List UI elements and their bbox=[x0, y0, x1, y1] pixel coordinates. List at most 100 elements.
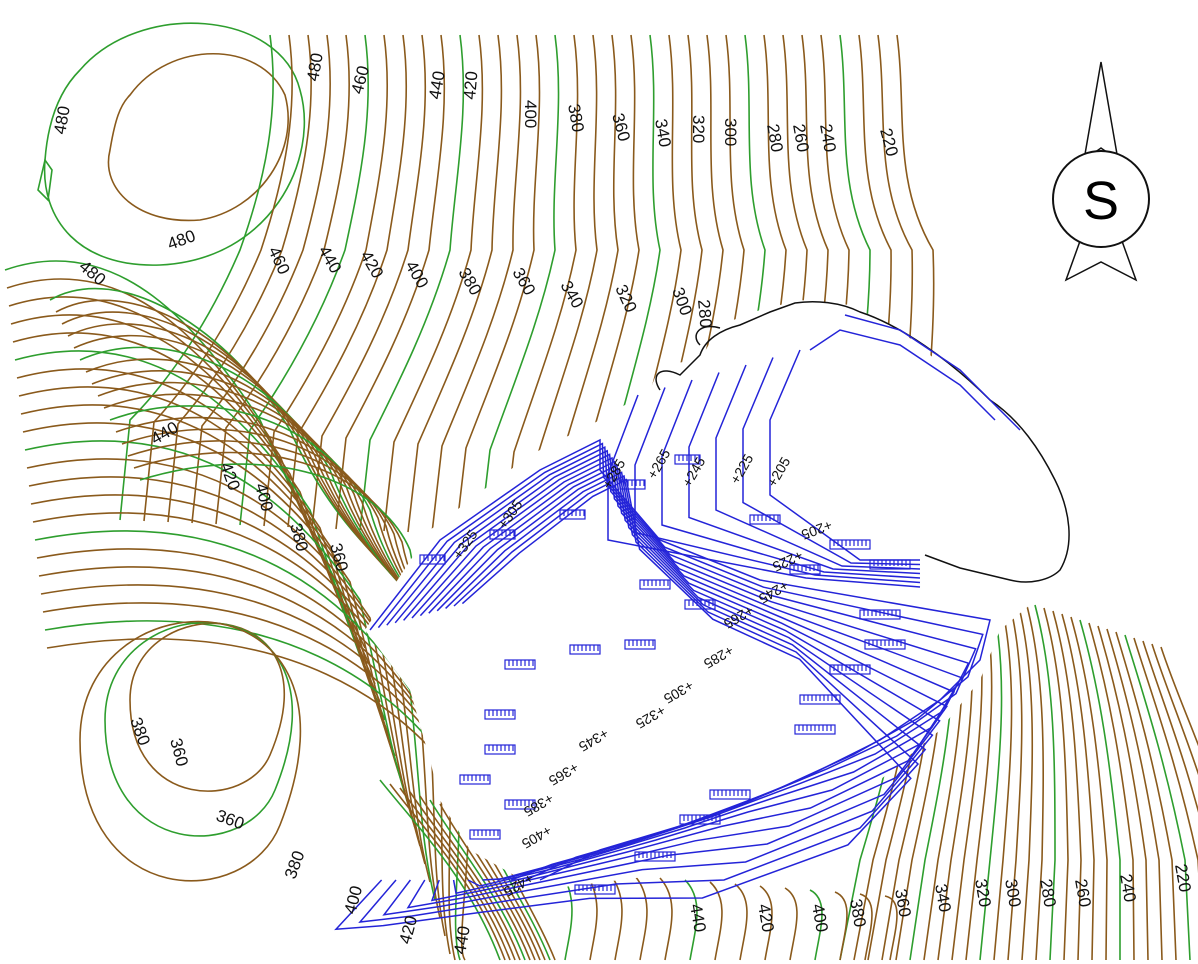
contour-label: 240 bbox=[1116, 872, 1140, 903]
contour-line bbox=[684, 879, 698, 961]
contour-line bbox=[167, 34, 312, 523]
contour-label: 220 bbox=[876, 126, 902, 158]
contour-label: 260 bbox=[789, 122, 813, 153]
ramp-hatch bbox=[864, 639, 906, 650]
contour-line bbox=[429, 799, 526, 961]
ramp-hatch bbox=[504, 799, 536, 810]
contour-label: 340 bbox=[557, 278, 588, 312]
contour-line bbox=[527, 34, 598, 538]
bench-line bbox=[386, 446, 977, 881]
compass-needle-top bbox=[1082, 61, 1120, 162]
bench-line bbox=[382, 471, 927, 916]
ramp-hatch bbox=[679, 814, 721, 825]
contour-line bbox=[1070, 616, 1108, 961]
contour-label: 440 bbox=[315, 243, 346, 277]
contour-line bbox=[431, 34, 522, 534]
ramp-hatch bbox=[569, 644, 601, 655]
contour-label: 400 bbox=[251, 481, 277, 513]
contour-line bbox=[1151, 643, 1198, 776]
contour-label: 360 bbox=[509, 265, 540, 299]
ramp-hatch bbox=[484, 709, 516, 720]
contour-line bbox=[1106, 628, 1163, 961]
ramp-hatch bbox=[794, 724, 836, 735]
ramp-hatch bbox=[869, 559, 911, 570]
contour-label: 320 bbox=[611, 282, 640, 316]
ramp-hatch bbox=[559, 509, 586, 520]
contour-line bbox=[20, 404, 401, 775]
ramp-hatch bbox=[459, 774, 491, 785]
contour-label: 460 bbox=[348, 64, 374, 96]
ramp-hatch bbox=[749, 514, 781, 525]
ramp-hatch bbox=[789, 564, 821, 575]
contour-line bbox=[1160, 646, 1198, 747]
contour-line bbox=[335, 34, 446, 530]
contour-line bbox=[1007, 595, 1023, 961]
contour-label: 440 bbox=[686, 902, 710, 933]
contour-label: 420 bbox=[460, 70, 481, 100]
bench-line bbox=[334, 478, 912, 931]
contour-line bbox=[439, 803, 531, 961]
ramp-hatch bbox=[574, 884, 616, 895]
contour-line bbox=[263, 34, 389, 527]
bench-line bbox=[419, 460, 948, 895]
contour-line bbox=[659, 877, 673, 961]
contour-label: 420 bbox=[754, 902, 778, 933]
contour-line bbox=[409, 791, 516, 961]
bench-line bbox=[406, 467, 934, 909]
contour-line bbox=[609, 873, 623, 961]
contour-line bbox=[6, 278, 366, 649]
contour-line bbox=[129, 622, 285, 792]
contour-line bbox=[634, 875, 648, 961]
bench-line bbox=[844, 314, 1021, 431]
bench-line bbox=[411, 456, 956, 887]
bench-line bbox=[358, 474, 920, 923]
compass-circle bbox=[1052, 150, 1150, 248]
contour-line bbox=[61, 311, 429, 611]
contour-line bbox=[24, 440, 411, 811]
contour-label: 460 bbox=[264, 244, 293, 278]
ramp-hatch bbox=[859, 609, 901, 620]
bench-line bbox=[809, 329, 996, 421]
contour-line bbox=[1079, 619, 1121, 960]
contour-line bbox=[239, 34, 369, 526]
contour-line bbox=[455, 34, 541, 535]
contour-line bbox=[26, 458, 416, 829]
contour-label: 340 bbox=[931, 882, 955, 913]
contour-line bbox=[1142, 640, 1198, 813]
contour-label: 420 bbox=[396, 914, 422, 946]
bench-line bbox=[661, 379, 921, 579]
contour-line bbox=[859, 893, 873, 961]
contour-line bbox=[1088, 622, 1135, 961]
ramp-hatch bbox=[674, 454, 701, 465]
bench-line bbox=[715, 364, 921, 570]
contour-line bbox=[734, 883, 748, 961]
contour-label: 400 bbox=[521, 100, 540, 128]
contour-label: 300 bbox=[721, 118, 740, 146]
contour-label: 480 bbox=[165, 226, 198, 254]
contour-label: 220 bbox=[1171, 862, 1195, 893]
west-slope-contours bbox=[4, 260, 481, 961]
bench-line bbox=[403, 453, 963, 881]
contour-label: 380 bbox=[126, 715, 154, 748]
ramp-hatch bbox=[484, 744, 516, 755]
contour-line bbox=[784, 887, 798, 961]
contour-label: 300 bbox=[1001, 877, 1025, 908]
contour-line bbox=[359, 34, 465, 531]
contour-label: 280 bbox=[1036, 877, 1060, 908]
contour-line bbox=[36, 548, 441, 919]
contour-label: 360 bbox=[891, 887, 915, 918]
ramp-hatch bbox=[829, 664, 871, 675]
contour-label: 440 bbox=[450, 924, 474, 955]
contour-label: 380 bbox=[564, 102, 588, 133]
contour-label: 400 bbox=[808, 902, 832, 933]
ramp-hatch bbox=[799, 694, 841, 705]
contour-line bbox=[1025, 601, 1045, 961]
contour-line bbox=[379, 779, 501, 961]
contour-label: 380 bbox=[281, 848, 309, 881]
contour-line bbox=[1133, 637, 1198, 874]
contour-line bbox=[38, 566, 446, 937]
contour-line bbox=[575, 34, 640, 540]
contour-line bbox=[1097, 625, 1149, 961]
bench-line bbox=[607, 394, 921, 588]
